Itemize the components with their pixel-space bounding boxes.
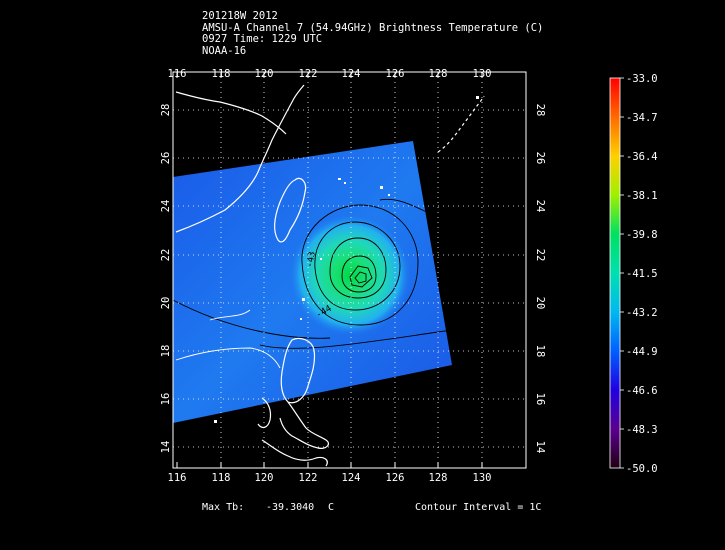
small-islands — [214, 96, 479, 423]
max-tb-value: -39.3040 — [266, 502, 315, 513]
lon-label: 128 — [429, 472, 448, 484]
lat-label: 16 — [534, 393, 546, 406]
observation-time: 0927 Time: 1229 UTC — [202, 33, 323, 45]
lon-label: 124 — [342, 68, 361, 80]
temperature-contours — [173, 198, 452, 349]
lat-label: 24 — [534, 200, 546, 213]
gulf-coast — [209, 309, 251, 321]
colorbar-label: -38.1 — [626, 190, 658, 202]
lon-labels-bottom: 116 118 120 122 124 126 128 130 — [168, 472, 492, 484]
lon-label: 116 — [168, 472, 187, 484]
hainan-west-coast — [175, 347, 281, 369]
coastlines — [175, 84, 485, 467]
lat-label: 26 — [160, 152, 172, 165]
lon-label: 130 — [473, 472, 492, 484]
colorbar-scale — [609, 77, 621, 469]
mindoro-coast — [257, 397, 272, 429]
lat-label: 28 — [534, 104, 546, 117]
lat-label: 26 — [534, 152, 546, 165]
china-coast — [175, 84, 305, 233]
lat-label: 22 — [160, 249, 172, 262]
lon-label: 126 — [386, 472, 405, 484]
lon-label: 116 — [168, 68, 187, 80]
colorbar-ticks — [620, 77, 624, 469]
luzon-coast — [280, 337, 316, 404]
colorbar-label: -41.5 — [626, 268, 658, 280]
lat-label: 22 — [534, 249, 546, 262]
lat-label: 16 — [160, 393, 172, 406]
colorbar-label: -36.4 — [626, 151, 658, 163]
lon-label: 118 — [212, 472, 231, 484]
lon-label: 128 — [429, 68, 448, 80]
lon-label: 122 — [299, 68, 318, 80]
lat-label: 18 — [160, 345, 172, 358]
lat-lon-grid — [173, 72, 526, 468]
lat-label: 14 — [160, 441, 172, 454]
colorbar-label: -34.7 — [626, 112, 658, 124]
lon-label: 124 — [342, 472, 361, 484]
lat-label: 18 — [534, 345, 546, 358]
contour-interval: Contour Interval = 1C — [415, 502, 542, 513]
storm-warm-core — [288, 213, 412, 337]
lon-label: 122 — [299, 472, 318, 484]
lon-label: 120 — [255, 472, 274, 484]
lon-label: 118 — [212, 68, 231, 80]
max-tb-unit: C — [328, 502, 335, 513]
colorbar-labels: -33.0 -34.7 -36.4 -38.1 -39.8 -41.5 -43.… — [626, 73, 658, 475]
lat-labels-left: 14 16 18 20 22 24 26 28 — [160, 104, 172, 454]
lon-label: 120 — [255, 68, 274, 80]
colorbar-label: -39.8 — [626, 229, 658, 241]
colorbar: -33.0 -34.7 -36.4 -38.1 -39.8 -41.5 -43.… — [609, 73, 658, 475]
map-frame — [172, 71, 527, 469]
lat-label: 14 — [534, 441, 546, 454]
mainland-north — [175, 91, 287, 135]
storm-id: 201218W 2012 — [202, 10, 278, 22]
colorbar-label: -46.6 — [626, 385, 658, 397]
brightness-swath — [173, 141, 452, 423]
colorbar-label: -48.3 — [626, 424, 658, 436]
colorbar-label: -43.2 — [626, 307, 658, 319]
colorbar-label: -33.0 — [626, 73, 658, 85]
tick-marks — [176, 72, 483, 468]
lat-label: 24 — [160, 200, 172, 213]
max-tb-label: Max Tb: — [202, 502, 245, 513]
lon-label: 126 — [386, 68, 405, 80]
ryukyu-islands — [437, 95, 485, 153]
colorbar-label: -44.9 — [626, 346, 658, 358]
colorbar-label: -50.0 — [626, 463, 658, 475]
product-title: AMSU-A Channel 7 (54.94GHz) Brightness T… — [202, 21, 544, 34]
map-header: 201218W 2012 AMSU-A Channel 7 (54.94GHz)… — [202, 10, 544, 57]
lat-label: 20 — [160, 297, 172, 310]
south-luzon-coast — [279, 401, 330, 449]
lat-label: 28 — [160, 104, 172, 117]
lat-labels-right: 14 16 18 20 22 24 26 28 — [534, 104, 546, 454]
taiwan-coast — [274, 177, 307, 243]
satellite-name: NOAA-16 — [202, 44, 247, 57]
visayas-coast — [261, 439, 328, 467]
lat-label: 20 — [534, 297, 546, 310]
lon-labels-top: 116 118 120 122 124 126 128 130 — [168, 68, 492, 80]
lon-label: 130 — [473, 68, 492, 80]
